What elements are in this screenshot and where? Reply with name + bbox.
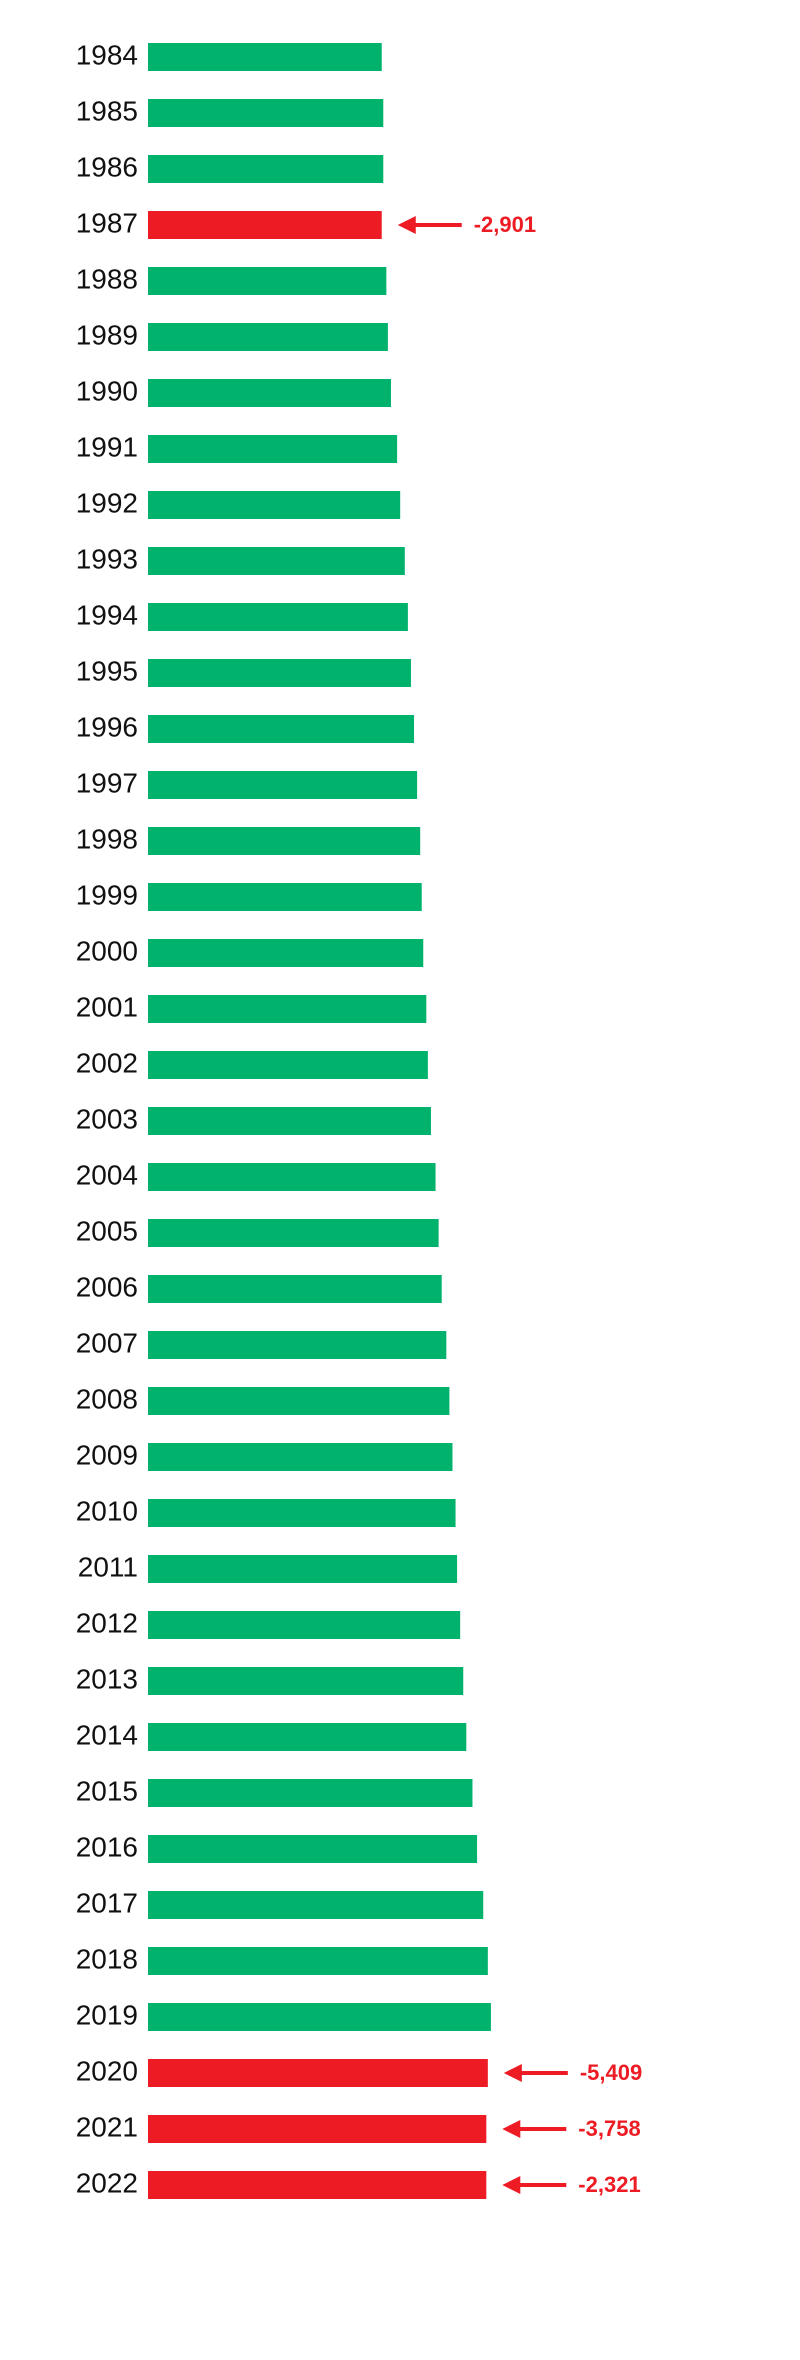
y-tick-label: 2015 — [76, 1775, 138, 1806]
bar — [148, 1499, 456, 1527]
bar — [148, 1779, 473, 1807]
y-tick-label: 1987 — [76, 207, 138, 238]
y-tick-label: 1985 — [76, 95, 138, 126]
y-tick-label: 2020 — [76, 2055, 138, 2086]
y-tick-label: 1989 — [76, 319, 138, 350]
annotation-arrow-head — [503, 2064, 522, 2082]
bar — [148, 1723, 467, 1751]
y-tick-label: 2010 — [76, 1495, 138, 1526]
bar — [148, 603, 408, 631]
bar — [148, 2171, 487, 2199]
bar — [148, 211, 382, 239]
y-tick-label: 1997 — [76, 767, 138, 798]
bar — [148, 1667, 464, 1695]
annotation-arrow-head — [502, 2176, 521, 2194]
y-tick-label: 2007 — [76, 1327, 138, 1358]
y-tick-label: 1996 — [76, 711, 138, 742]
bar — [148, 547, 405, 575]
y-tick-label: 2018 — [76, 1943, 138, 1974]
bar — [148, 995, 427, 1023]
bar — [148, 323, 388, 351]
bar — [148, 1611, 461, 1639]
y-tick-label: 2013 — [76, 1663, 138, 1694]
annotation-label: -5,409 — [580, 2060, 642, 2085]
bar — [148, 155, 384, 183]
bar — [148, 1835, 478, 1863]
y-tick-label: 2005 — [76, 1215, 138, 1246]
bar — [148, 1219, 439, 1247]
bar — [148, 379, 391, 407]
bar — [148, 1163, 436, 1191]
bar — [148, 43, 382, 71]
y-tick-label: 2000 — [76, 935, 138, 966]
bar — [148, 267, 387, 295]
bar — [148, 1947, 488, 1975]
y-tick-label: 2008 — [76, 1383, 138, 1414]
y-tick-label: 1992 — [76, 487, 138, 518]
y-tick-label: 1999 — [76, 879, 138, 910]
bar — [148, 883, 422, 911]
bar — [148, 1891, 484, 1919]
y-tick-label: 2011 — [78, 1551, 138, 1582]
y-tick-label: 2001 — [76, 991, 138, 1022]
bar — [148, 1555, 458, 1583]
bar — [148, 827, 421, 855]
bar — [148, 1387, 450, 1415]
y-tick-label: 2002 — [76, 1047, 138, 1078]
bar — [148, 771, 418, 799]
bar — [148, 1275, 442, 1303]
y-tick-label: 2012 — [76, 1607, 138, 1638]
y-tick-label: 1988 — [76, 263, 138, 294]
bar — [148, 715, 415, 743]
y-tick-label: 1986 — [76, 151, 138, 182]
y-tick-label: 1990 — [76, 375, 138, 406]
bar — [148, 99, 384, 127]
y-tick-label: 2014 — [76, 1719, 138, 1750]
y-tick-label: 2003 — [76, 1103, 138, 1134]
y-tick-label: 2022 — [76, 2167, 138, 2198]
annotation-label: -3,758 — [578, 2116, 640, 2141]
y-tick-label: 1993 — [76, 543, 138, 574]
bar — [148, 435, 398, 463]
y-tick-label: 2017 — [76, 1887, 138, 1918]
bar — [148, 939, 424, 967]
annotation-arrow-head — [502, 2120, 521, 2138]
y-tick-label: 2019 — [76, 1999, 138, 2030]
annotation-arrow-head — [397, 216, 416, 234]
annotation-label: -2,901 — [474, 212, 536, 237]
annotation-label: -2,321 — [578, 2172, 640, 2197]
y-tick-label: 1995 — [76, 655, 138, 686]
y-tick-label: 1994 — [76, 599, 138, 630]
y-tick-label: 2009 — [76, 1439, 138, 1470]
bar — [148, 2059, 488, 2087]
bar — [148, 1107, 431, 1135]
bar — [148, 659, 411, 687]
y-tick-label: 2021 — [76, 2111, 138, 2142]
y-tick-label: 1991 — [76, 431, 138, 462]
y-tick-label: 1984 — [76, 39, 138, 70]
bar — [148, 2115, 487, 2143]
bar — [148, 491, 401, 519]
y-tick-label: 2016 — [76, 1831, 138, 1862]
bar — [148, 1051, 428, 1079]
bar — [148, 1331, 447, 1359]
y-tick-label: 2006 — [76, 1271, 138, 1302]
y-tick-label: 1998 — [76, 823, 138, 854]
bar — [148, 1443, 453, 1471]
bar — [148, 2003, 491, 2031]
y-tick-label: 2004 — [76, 1159, 138, 1190]
